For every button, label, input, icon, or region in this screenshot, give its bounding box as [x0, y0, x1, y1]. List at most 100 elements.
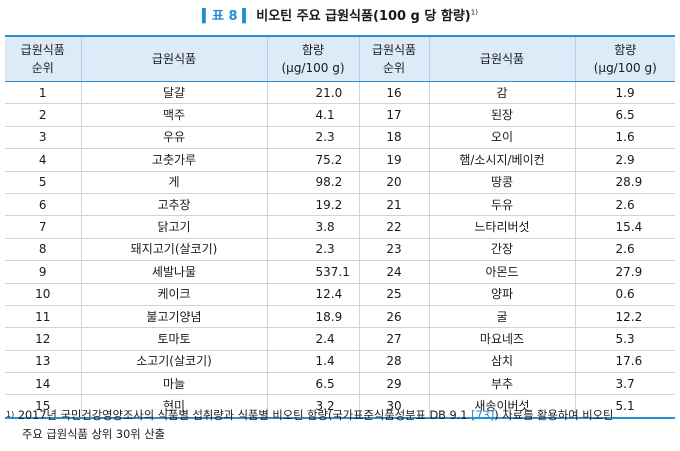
cell-food: 느타리버섯 — [429, 215, 576, 239]
footnote-reference-link[interactable]: [73] — [471, 409, 495, 422]
cell-food: 소고기(살코기) — [81, 350, 268, 374]
cell-food: 불고기양념 — [81, 305, 268, 329]
cell-rank: 1 — [5, 81, 82, 105]
cell-food: 달걀 — [81, 81, 268, 105]
cell-rank: 13 — [5, 350, 82, 374]
table-body: 1 달걀 21.0 16 감 1.9 2 맥주 4.1 17 된장 6.5 3 우유 2.3 18 오이 1.6 4… — [5, 81, 675, 418]
table-row: 14 마늘 6.5 29 부추 3.7 — [5, 372, 675, 396]
cell-food: 닭고기 — [81, 215, 268, 239]
header-rank-right: 급원식품 순위 — [359, 36, 430, 82]
caption-bar-right: ▍ — [237, 9, 253, 24]
cell-amount: 1.6 — [575, 126, 675, 150]
cell-amount: 15.4 — [575, 215, 675, 239]
table-row: 11 불고기양념 18.9 26 굴 12.2 — [5, 305, 675, 329]
cell-rank: 5 — [5, 171, 82, 194]
cell-food: 돼지고기(살코기) — [81, 238, 268, 262]
footnote-line-1: 1) 2017년 국민건강영양조사의 식품별 섭취량과 식품별 비오틴 함량(국… — [6, 406, 670, 425]
cell-rank: 10 — [5, 283, 82, 306]
cell-amount: 2.3 — [267, 238, 360, 262]
cell-rank: 12 — [5, 327, 82, 351]
table-row: 13 소고기(살코기) 1.4 28 삼치 17.6 — [5, 350, 675, 374]
cell-food: 오이 — [429, 126, 576, 150]
footnote-line-2: 주요 급원식품 상위 30위 산출 — [22, 428, 166, 441]
table-row: 12 토마토 2.4 27 마요네즈 5.3 — [5, 327, 675, 351]
cell-rank: 24 — [359, 260, 430, 284]
cell-food: 마요네즈 — [429, 327, 576, 351]
caption-bar-left: ▍ — [202, 9, 213, 24]
table-caption: ▍표 8 ▍ 비오틴 주요 급원식품(100 g 당 함량)1) — [0, 0, 680, 34]
table-row: 5 게 98.2 20 땅콩 28.9 — [5, 171, 675, 194]
cell-rank: 25 — [359, 283, 430, 306]
cell-amount: 2.3 — [267, 126, 360, 150]
cell-amount: 1.4 — [267, 350, 360, 374]
table-row: 3 우유 2.3 18 오이 1.6 — [5, 126, 675, 150]
cell-rank: 11 — [5, 305, 82, 329]
cell-food: 새송이버섯 — [429, 394, 576, 418]
cell-rank: 6 — [5, 193, 82, 217]
header-amount-left: 함량 (μg/100 g) — [267, 36, 360, 82]
cell-food: 고춧가루 — [81, 148, 268, 172]
cell-amount: 3.8 — [267, 215, 360, 239]
cell-amount: 98.2 — [267, 171, 360, 194]
cell-food: 아몬드 — [429, 260, 576, 284]
table-row: 2 맥주 4.1 17 된장 6.5 — [5, 103, 675, 127]
cell-rank: 3 — [5, 126, 82, 150]
cell-food: 된장 — [429, 103, 576, 127]
cell-rank: 28 — [359, 350, 430, 374]
cell-food: 간장 — [429, 238, 576, 262]
cell-food: 게 — [81, 171, 268, 194]
cell-rank: 8 — [5, 238, 82, 262]
biotin-source-table: 급원식품 순위 급원식품 함량 (μg/100 g) 급원식품 순위 급원식품 함량(… — [5, 35, 675, 419]
cell-food: 감 — [429, 81, 576, 105]
cell-food: 땅콩 — [429, 171, 576, 194]
caption-title: 비오틴 주요 급원식품(100 g 당 함량) — [256, 9, 471, 24]
header-amount-right: 함량 (μg/100 g) — [575, 36, 675, 82]
cell-rank: 26 — [359, 305, 430, 329]
cell-rank: 19 — [359, 148, 430, 172]
cell-food: 부추 — [429, 372, 576, 396]
footnote-text-after-ref: ) 자료를 활용하여 비오틴 — [494, 409, 614, 422]
caption-label: 표 8 — [212, 9, 238, 24]
cell-food: 우유 — [81, 126, 268, 150]
footnote: 1) 2017년 국민건강영양조사의 식품별 섭취량과 식품별 비오틴 함량(국… — [6, 406, 670, 444]
cell-amount: 537.1 — [267, 260, 360, 284]
cell-food: 케이크 — [81, 283, 268, 306]
cell-amount: 6.5 — [267, 372, 360, 396]
cell-amount: 1.9 — [575, 81, 675, 105]
cell-rank: 20 — [359, 171, 430, 194]
table-row: 1 달걀 21.0 16 감 1.9 — [5, 81, 675, 105]
cell-rank: 27 — [359, 327, 430, 351]
cell-rank: 18 — [359, 126, 430, 150]
cell-rank: 2 — [5, 103, 82, 127]
cell-rank: 4 — [5, 148, 82, 172]
cell-amount: 0.6 — [575, 283, 675, 306]
cell-food: 두유 — [429, 193, 576, 217]
cell-amount: 12.2 — [575, 305, 675, 329]
table-row: 8 돼지고기(살코기) 2.3 23 간장 2.6 — [5, 238, 675, 262]
cell-rank: 17 — [359, 103, 430, 127]
cell-rank: 9 — [5, 260, 82, 284]
cell-amount: 3.2 — [267, 394, 360, 418]
header-food-left: 급원식품 — [81, 36, 268, 82]
cell-food: 고추장 — [81, 193, 268, 217]
cell-food: 양파 — [429, 283, 576, 306]
cell-food: 토마토 — [81, 327, 268, 351]
cell-amount: 17.6 — [575, 350, 675, 374]
table-row: 9 세발나물 537.1 24 아몬드 27.9 — [5, 260, 675, 284]
cell-amount: 12.4 — [267, 283, 360, 306]
cell-rank: 21 — [359, 193, 430, 217]
cell-amount: 3.7 — [575, 372, 675, 396]
header-food-right: 급원식품 — [429, 36, 576, 82]
cell-rank: 16 — [359, 81, 430, 105]
cell-amount: 27.9 — [575, 260, 675, 284]
cell-amount: 4.1 — [267, 103, 360, 127]
cell-amount: 2.6 — [575, 238, 675, 262]
cell-rank: 15 — [5, 394, 82, 418]
cell-amount: 5.1 — [615, 399, 635, 414]
cell-rank: 30 — [359, 394, 430, 418]
table-row: 10 케이크 12.4 25 양파 0.6 — [5, 283, 675, 306]
cell-food: 마늘 — [81, 372, 268, 396]
cell-rank: 7 — [5, 215, 82, 239]
cell-food: 삼치 — [429, 350, 576, 374]
cell-food: 맥주 — [81, 103, 268, 127]
